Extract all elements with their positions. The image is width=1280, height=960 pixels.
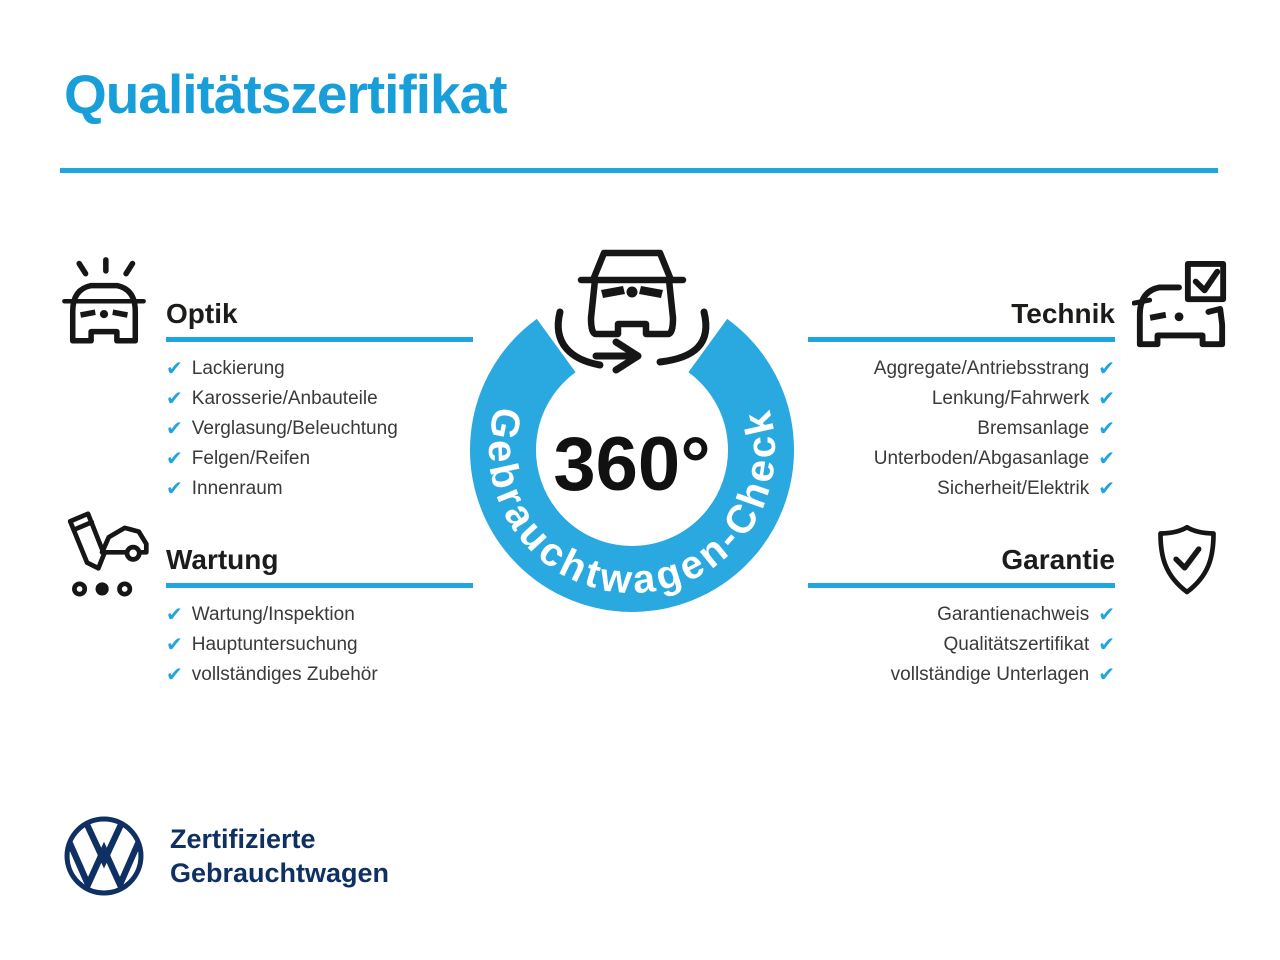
check-icon: ✔ — [1098, 633, 1115, 656]
section-optik: Optik ✔ Lackierung ✔ Karosserie/Anbauteile ✔… — [166, 297, 473, 504]
checklist-item-label: Wartung/Inspektion — [191, 603, 355, 625]
check-icon: ✔ — [166, 663, 183, 686]
check-icon: ✔ — [1098, 357, 1115, 380]
checklist-item: ✔ Aggregate/Antriebsstrang — [808, 354, 1115, 384]
check-icon: ✔ — [1098, 477, 1115, 500]
pencil-car-checklist-icon — [67, 511, 149, 597]
checklist-item: ✔ Verglasung/Beleuchtung — [166, 414, 473, 444]
section-divider — [808, 582, 1115, 588]
checklist-item-label: Hauptuntersuchung — [191, 633, 358, 655]
checklist-item: ✔ Lenkung/Fahrwerk — [808, 384, 1115, 414]
shiny-car-icon — [62, 257, 146, 344]
checklist-item-label: Bremsanlage — [977, 417, 1090, 439]
checklist-item-label: Felgen/Reifen — [191, 447, 311, 469]
checklist-wartung: ✔ Wartung/Inspektion ✔ Hauptuntersuchung ✔ vo… — [166, 600, 473, 690]
checklist-item-label: Lackierung — [191, 357, 285, 379]
checklist-item: ✔ Garantienachweis — [808, 600, 1115, 630]
section-title-technik: Technik — [1011, 298, 1115, 329]
check-icon: ✔ — [1098, 417, 1115, 440]
checklist-item-label: Sicherheit/Elektrik — [937, 477, 1090, 499]
title-divider — [60, 168, 1218, 173]
checklist-item-label: Karosserie/Anbauteile — [191, 387, 378, 409]
footer-line2: Gebrauchtwagen — [170, 858, 390, 888]
checklist-item: ✔ Innenraum — [166, 474, 473, 504]
checklist-item: ✔ Bremsanlage — [808, 414, 1115, 444]
checklist-item: ✔ Felgen/Reifen — [166, 444, 473, 474]
checklist-item: ✔ Karosserie/Anbauteile — [166, 384, 473, 414]
section-divider — [166, 336, 473, 342]
checklist-technik: ✔ Aggregate/Antriebsstrang ✔ Lenkung/Fahrwe… — [808, 354, 1115, 504]
shield-check-icon — [1158, 524, 1216, 595]
section-wartung: Wartung ✔ Wartung/Inspektion ✔ Hauptuntersu… — [166, 543, 473, 690]
page-title: Qualitätszertifikat — [64, 63, 508, 125]
section-divider — [166, 582, 473, 588]
checklist-item-label: vollständiges Zubehör — [191, 663, 378, 685]
check-icon: ✔ — [166, 477, 183, 500]
section-title-garantie: Garantie — [1001, 544, 1115, 575]
check-icon: ✔ — [1098, 603, 1115, 626]
section-technik: Technik ✔ Aggregate/Antriebsstrang ✔ Lenkun… — [808, 297, 1115, 504]
section-garantie: Garantie ✔ Garantienachweis ✔ Qualitätszert… — [808, 543, 1115, 690]
checklist-item: ✔ Hauptuntersuchung — [166, 630, 473, 660]
check-icon: ✔ — [166, 387, 183, 410]
badge-value: 360° — [553, 422, 710, 507]
check-icon: ✔ — [1098, 387, 1115, 410]
check-icon: ✔ — [166, 447, 183, 470]
checklist-item-label: Lenkung/Fahrwerk — [931, 387, 1090, 409]
check-icon: ✔ — [166, 633, 183, 656]
check-icon: ✔ — [166, 357, 183, 380]
checklist-item: ✔ Qualitätszertifikat — [808, 630, 1116, 660]
checklist-item: ✔ Wartung/Inspektion — [166, 600, 473, 630]
checklist-item-label: Innenraum — [191, 477, 283, 499]
car-checkbox-icon — [1132, 260, 1227, 348]
check-icon: ✔ — [1098, 663, 1115, 686]
rotating-car-icon — [554, 249, 710, 374]
footer-tagline: Zertifizierte Gebrauchtwagen — [170, 822, 389, 890]
section-title-optik: Optik — [166, 298, 238, 329]
checklist-item-label: vollständige Unterlagen — [890, 663, 1090, 685]
check-icon: ✔ — [166, 603, 183, 626]
checklist-garantie: ✔ Garantienachweis ✔ Qualitätszertifikat ✔ vo… — [808, 600, 1115, 690]
footer-brand: Zertifizierte Gebrauchtwagen — [62, 814, 389, 898]
checklist-item: ✔ Lackierung — [166, 354, 473, 384]
footer-line1: Zertifizierte — [170, 824, 316, 854]
section-divider — [808, 336, 1115, 342]
checklist-item-label: Qualitätszertifikat — [943, 633, 1090, 655]
section-title-wartung: Wartung — [166, 544, 279, 575]
check-icon: ✔ — [1098, 447, 1115, 470]
checklist-item-label: Garantienachweis — [937, 603, 1090, 625]
check-icon: ✔ — [166, 417, 183, 440]
checklist-item: ✔ Unterboden/Abgasanlage — [808, 444, 1115, 474]
checklist-item: ✔ vollständige Unterlagen — [808, 660, 1115, 690]
checklist-optik: ✔ Lackierung ✔ Karosserie/Anbauteile ✔ Vergla… — [166, 354, 473, 504]
checklist-item-label: Unterboden/Abgasanlage — [873, 447, 1090, 469]
checklist-item-label: Aggregate/Antriebsstrang — [873, 357, 1090, 379]
badge-ring — [470, 318, 794, 612]
checklist-item: ✔ Sicherheit/Elektrik — [808, 474, 1115, 504]
checklist-item-label: Verglasung/Beleuchtung — [191, 417, 398, 439]
checklist-item: ✔ vollständiges Zubehör — [166, 660, 473, 690]
360-check-badge: Gebrauchtwagen-Check 360° — [470, 249, 794, 612]
vw-logo-icon — [64, 816, 144, 896]
